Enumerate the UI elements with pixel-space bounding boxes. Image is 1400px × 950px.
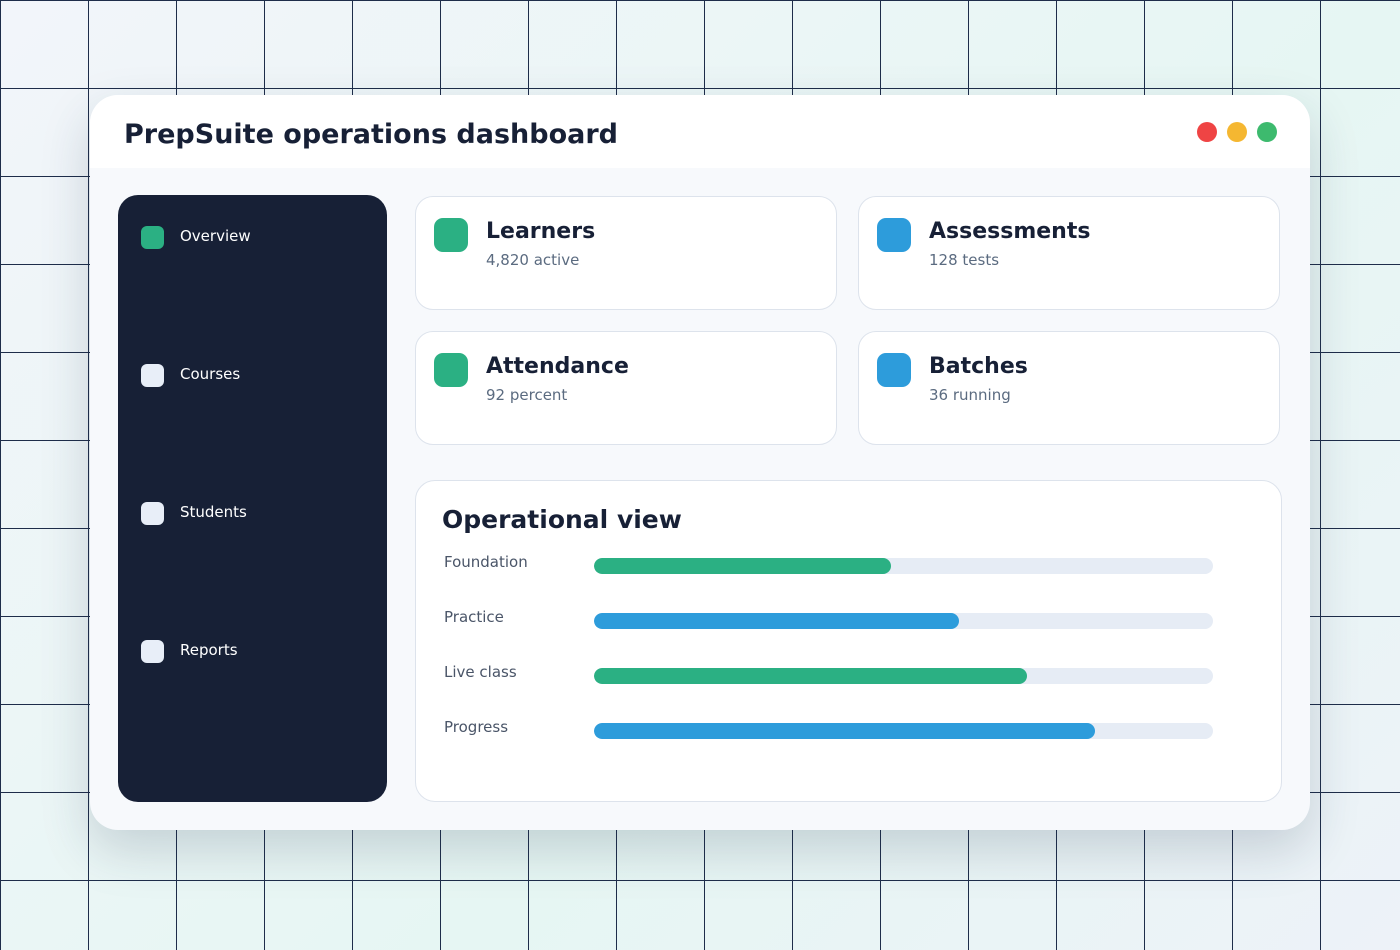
progress-track [594,558,1213,574]
card-subtitle: 92 percent [486,386,568,404]
close-button[interactable] [1197,122,1217,142]
nav-icon [141,640,164,663]
card-icon [877,353,911,387]
nav-label: Courses [180,365,241,383]
row-label: Practice [444,608,504,626]
card-icon [434,218,468,252]
card-icon [877,218,911,252]
nav-item[interactable]: Overview [118,217,387,257]
progress-bar [594,613,960,629]
row-label: Live class [444,663,517,681]
card-title: Assessments [929,219,1091,244]
nav-label: Students [180,503,247,521]
card-title: Attendance [486,354,629,379]
progress-track [594,613,1213,629]
sidebar: Overview Courses Students Reports [118,195,387,802]
app-title: PrepSuite operations dashboard [124,119,618,150]
stat-card: Learners 4,820 active [415,196,837,310]
nav-icon [141,226,164,249]
progress-bar [594,558,892,574]
row-label: Foundation [444,553,528,571]
progress-track [594,668,1213,684]
card-title: Batches [929,354,1028,379]
progress-bar [594,723,1096,739]
card-icon [434,353,468,387]
nav-label: Reports [180,641,238,659]
maximize-button[interactable] [1257,122,1277,142]
progress-bar [594,668,1028,684]
minimize-button[interactable] [1227,122,1247,142]
nav-item[interactable]: Reports [118,631,387,671]
stat-card: Assessments 128 tests [858,196,1280,310]
header: PrepSuite operations dashboard [90,95,1310,168]
card-subtitle: 128 tests [929,251,1000,269]
panel-title: Operational view [442,505,682,534]
card-subtitle: 36 running [929,386,1011,404]
stat-card: Batches 36 running [858,331,1280,445]
nav-icon [141,364,164,387]
card-title: Learners [486,219,596,244]
stat-card: Attendance 92 percent [415,331,837,445]
card-subtitle: 4,820 active [486,251,580,269]
progress-track [594,723,1213,739]
nav-item[interactable]: Students [118,493,387,533]
nav-item[interactable]: Courses [118,355,387,395]
app-window: PrepSuite operations dashboard Overview C… [90,95,1310,830]
operational-panel: Operational view Foundation Practice Live … [415,480,1282,802]
nav-icon [141,502,164,525]
nav-label: Overview [180,227,251,245]
row-label: Progress [444,718,509,736]
